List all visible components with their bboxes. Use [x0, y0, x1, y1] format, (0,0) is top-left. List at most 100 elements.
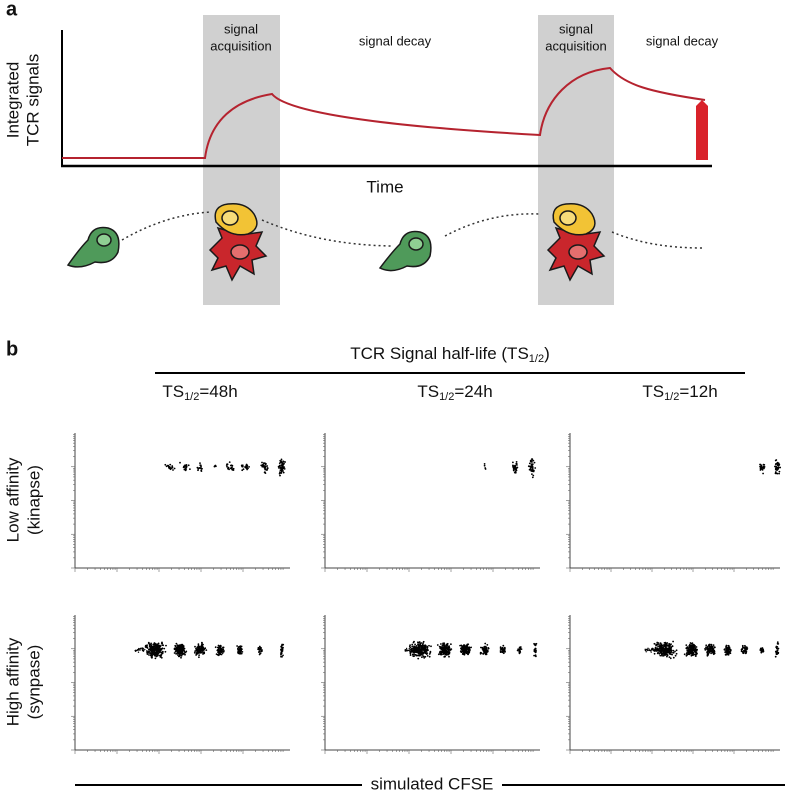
cell-dot — [447, 653, 449, 656]
cell-dot — [657, 645, 659, 648]
cell-dot — [239, 646, 242, 649]
cell-dot — [185, 464, 187, 467]
cell-dot — [154, 657, 157, 660]
cell-dot — [152, 653, 155, 655]
cell-dot — [465, 647, 468, 650]
cell-dot — [219, 649, 221, 652]
cell-dot — [240, 645, 243, 648]
row-label-line: High affinity — [3, 637, 22, 726]
cell-dot — [425, 649, 428, 651]
cell-dot — [762, 463, 765, 466]
cell-dot — [277, 465, 280, 468]
cell-dot — [712, 648, 715, 650]
cell-dot — [461, 648, 464, 651]
cell-dot — [165, 644, 167, 647]
cell-dot — [261, 461, 263, 464]
cell-dot — [180, 654, 183, 657]
cell-dot — [200, 469, 203, 472]
band-title: signal — [224, 21, 258, 36]
cell-dot — [412, 651, 415, 653]
cell-dot — [176, 647, 179, 650]
cell-dot — [222, 646, 225, 649]
cell-dot — [484, 642, 487, 645]
cell-dot — [282, 654, 284, 657]
cell-dot — [278, 462, 281, 465]
cell-dot — [485, 651, 488, 653]
cell-dot — [181, 650, 184, 653]
cell-dot — [219, 645, 222, 648]
cell-dot — [774, 650, 777, 653]
label-sub: 1/2 — [184, 391, 199, 403]
cell-dot — [482, 652, 485, 655]
cell-dot — [161, 650, 164, 653]
cell-dot — [197, 643, 200, 646]
cell-dot — [776, 469, 778, 471]
cell-dot — [161, 647, 164, 650]
cell-dot — [533, 469, 535, 472]
cell-dot — [463, 649, 465, 651]
cell-dot — [419, 653, 422, 655]
cell-dot — [185, 650, 188, 653]
cell-dot — [201, 649, 204, 652]
cell-dot — [660, 644, 663, 647]
cell-dot — [189, 468, 191, 470]
cell-dot — [448, 648, 451, 651]
cell-dot — [672, 651, 674, 654]
cell-dot — [689, 646, 691, 649]
cell-dot — [283, 468, 286, 470]
cell-dot — [691, 653, 694, 656]
cell-dot — [760, 651, 763, 654]
cell-dot — [147, 641, 150, 644]
cell-dot — [422, 642, 424, 645]
scatter-panel — [321, 433, 540, 572]
cell-dot — [450, 643, 452, 646]
cell-dot — [776, 649, 779, 652]
cell-dot — [217, 648, 220, 651]
cell-dot — [181, 645, 184, 648]
panel-label: b — [6, 338, 18, 360]
cell-dot — [512, 461, 514, 464]
cell-dot — [690, 648, 693, 651]
cell-dot — [228, 461, 231, 463]
cell-dot — [502, 644, 505, 647]
cell-dot — [262, 462, 265, 465]
cell-dot — [448, 655, 450, 658]
cell-dot — [197, 649, 200, 652]
cell-dot — [153, 646, 156, 648]
cell-dot — [710, 645, 713, 648]
cell-dot — [283, 462, 285, 465]
cell-dot — [501, 651, 504, 653]
cell-dot — [215, 465, 217, 468]
cell-dot — [246, 468, 249, 471]
cell-dot — [743, 647, 746, 649]
cell-dot — [239, 651, 242, 654]
cell-dot — [165, 465, 168, 468]
cell-dot — [653, 642, 656, 645]
cell-dot — [156, 654, 159, 657]
cell-dot — [705, 646, 707, 649]
cell-dot — [430, 645, 432, 648]
cell-dot — [669, 649, 672, 652]
cell-dot — [518, 646, 521, 649]
cell-dot — [412, 641, 415, 644]
cell-dot — [446, 644, 448, 647]
scatter-panel — [71, 433, 290, 572]
cell-dot — [418, 645, 421, 647]
cell-dot — [425, 653, 428, 655]
cell-dot — [759, 469, 762, 471]
cell-dot — [428, 655, 431, 658]
cell-dot — [158, 648, 161, 651]
cell-dot — [281, 655, 283, 658]
cell-dot — [161, 652, 164, 654]
column-label: TS1/2=48h — [162, 382, 237, 402]
cell-dot — [148, 650, 151, 653]
cell-dot — [404, 650, 407, 652]
cell-dot — [160, 651, 163, 654]
cell-dot — [534, 467, 537, 469]
cell-dot — [763, 467, 765, 470]
cell-dot — [530, 465, 533, 468]
cell-dot — [423, 657, 426, 659]
cell-dot — [281, 466, 283, 469]
plots — [71, 433, 782, 754]
